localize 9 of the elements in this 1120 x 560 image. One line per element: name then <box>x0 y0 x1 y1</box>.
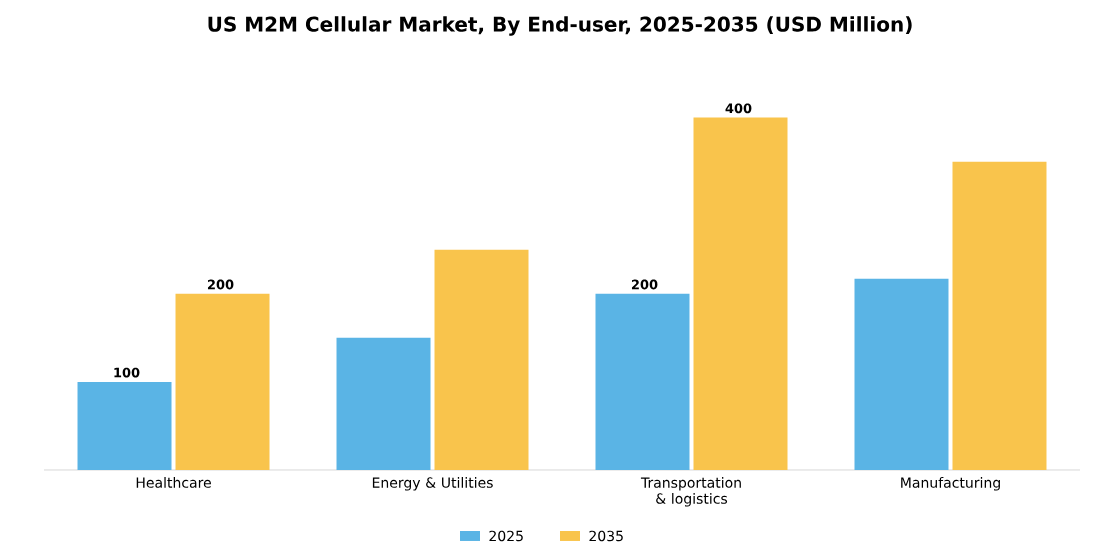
chart-title: US M2M Cellular Market, By End-user, 2025-2035 (USD Million) <box>208 16 912 36</box>
bar <box>693 117 788 470</box>
bar <box>175 293 270 470</box>
bar <box>952 161 1047 470</box>
bar <box>434 249 529 470</box>
bar <box>336 337 431 470</box>
bar <box>77 381 172 470</box>
bar <box>595 293 690 470</box>
bar <box>854 278 949 470</box>
